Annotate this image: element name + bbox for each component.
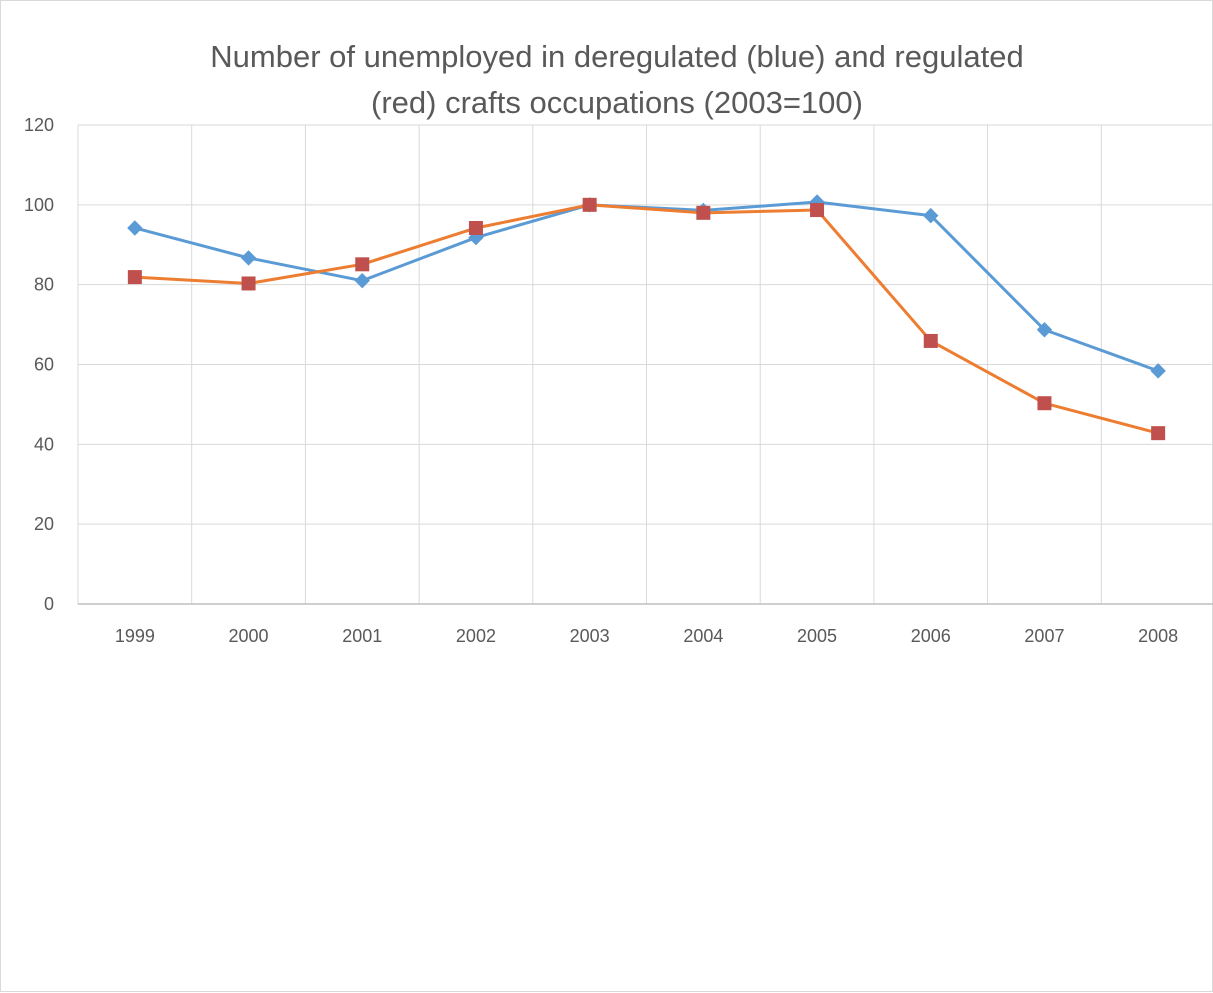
- data-point-diamond: [240, 250, 257, 266]
- y-tick-label: 40: [34, 434, 54, 454]
- data-point-square: [1037, 396, 1052, 411]
- x-tick-label: 2004: [683, 626, 723, 646]
- y-tick-label: 0: [44, 594, 54, 614]
- data-point-square: [582, 197, 597, 212]
- x-tick-label: 2002: [456, 626, 496, 646]
- data-point-square: [923, 333, 938, 348]
- data-point-square: [1151, 426, 1166, 441]
- y-axis-tick-labels: 0 20 40 60 80 100 120: [24, 115, 54, 614]
- data-point-square: [355, 257, 370, 272]
- x-tick-label: 2008: [1138, 626, 1178, 646]
- x-tick-label: 2007: [1024, 626, 1064, 646]
- y-tick-label: 20: [34, 514, 54, 534]
- data-series: [127, 194, 1166, 441]
- y-tick-label: 100: [24, 195, 54, 215]
- x-tick-label: 2001: [342, 626, 382, 646]
- x-tick-label: 2006: [911, 626, 951, 646]
- data-point-square: [127, 270, 142, 285]
- chart-title-line-2: (red) crafts occupations (2003=100): [371, 85, 863, 120]
- data-point-diamond: [354, 272, 370, 289]
- data-point-square: [810, 203, 825, 218]
- x-axis-tick-labels: 1999 2000 2001 2002 2003 2004 2005 2006 2007 2008: [115, 626, 1178, 646]
- data-point-diamond: [1036, 322, 1053, 338]
- y-tick-label: 60: [34, 355, 54, 375]
- chart-title-line-1: Number of unemployed in deregulated (blu…: [210, 39, 1023, 74]
- data-point-diamond: [1150, 363, 1166, 379]
- series-2-line: [133, 203, 1160, 435]
- x-tick-label: 1999: [115, 626, 155, 646]
- data-point-diamond: [127, 220, 143, 236]
- series-2: [127, 197, 1166, 441]
- data-point-square: [696, 205, 711, 220]
- gridlines: [77, 124, 1213, 604]
- data-point-square: [241, 276, 256, 291]
- x-tick-label: 2003: [570, 626, 610, 646]
- data-point-diamond: [923, 207, 939, 224]
- x-tick-label: 2000: [229, 626, 269, 646]
- data-point-square: [468, 220, 483, 235]
- x-tick-label: 2005: [797, 626, 837, 646]
- y-tick-label: 80: [34, 275, 54, 295]
- y-tick-label: 120: [24, 115, 54, 135]
